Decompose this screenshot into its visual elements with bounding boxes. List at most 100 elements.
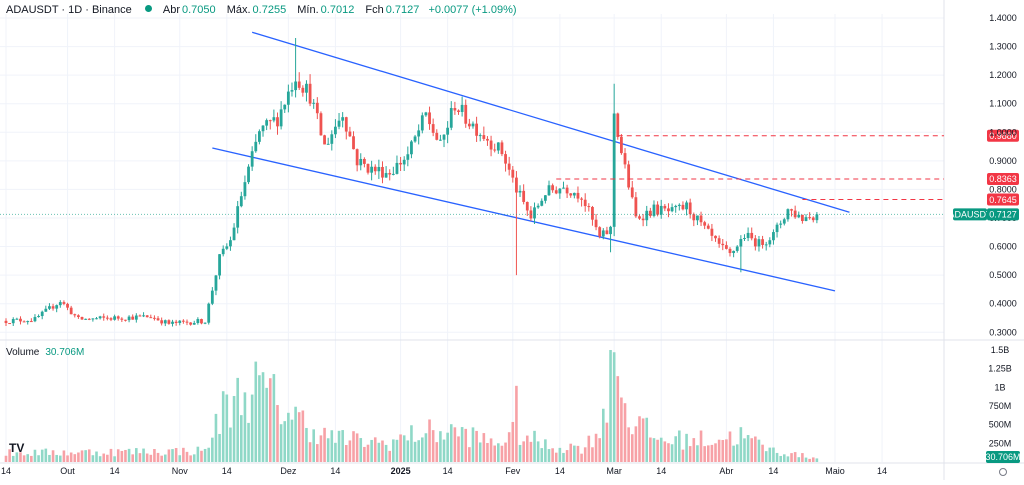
volume-bar [670,444,674,462]
candle-body [391,173,395,175]
price-tick-label: 1.3000 [989,42,1017,52]
volume-bar [475,430,478,462]
candle-body [551,185,555,191]
volume-bar [710,444,714,462]
candle-body [431,124,435,133]
volume-bar [352,431,355,462]
candle-body [696,215,699,221]
price-tick-label: 0.9000 [989,156,1017,166]
price-tick-label: 1.1000 [989,99,1017,109]
volume-bar [743,438,746,462]
volume-bar [659,437,663,462]
candle-body [587,206,591,208]
volume-bar [449,424,453,462]
candle-body [648,210,652,216]
candle-body [66,303,69,308]
candle-body [533,207,536,219]
candle-body [764,244,768,246]
candle-body [399,162,402,165]
candle-body [515,177,518,193]
volume-bar [442,439,446,462]
tradingview-logo[interactable]: TV [9,441,25,455]
volume-bar [131,454,134,462]
volume-bar [163,454,167,462]
candle-body [688,202,692,215]
volume-bar [460,427,464,462]
volume-bar [232,396,236,462]
volume-bar [22,455,26,462]
candle-body [384,173,388,178]
volume-bar [109,448,113,462]
volume-bar [525,435,529,462]
settings-icon[interactable] [999,468,1007,476]
volume-bar [283,421,287,462]
candle-body [84,318,88,320]
volume-bar [312,429,315,462]
candle-body [156,318,160,321]
candle-body [743,238,746,240]
candle-body [652,204,656,216]
candle-body [312,102,316,104]
candle-body [373,166,377,172]
candle-body [352,136,355,150]
volume-bar [421,437,424,462]
volume-bar [236,377,239,462]
candle-body [116,316,120,319]
channel-upper-trendline [251,31,850,213]
volume-tick-label: 1.5B [991,345,1010,355]
candle-layer [4,38,819,327]
volume-bar [511,421,515,462]
candle-body [37,316,40,318]
volume-bar [515,385,518,462]
candle-body [203,322,207,324]
candle-body [634,197,638,217]
volume-bar [779,455,782,462]
volume-bar [377,442,381,462]
volume-bar [211,437,214,462]
candle-body [627,164,631,188]
volume-bar [51,450,55,462]
candle-body [247,166,250,183]
candle-body [33,317,37,322]
candle-body [529,210,533,219]
candle-body [670,207,674,212]
volume-bar [565,450,569,462]
candle-body [489,140,493,150]
volume-bar [381,440,384,462]
volume-bar [464,428,468,462]
symbol-title[interactable]: ADAUSDT · 1D · Binance [6,4,132,16]
candle-body [761,239,764,245]
candle-body [583,199,587,207]
candle-body [457,110,460,112]
volume-bar [178,455,182,462]
symbol-tag-label: ADAUSDT [948,210,992,220]
volume-bar [620,397,623,462]
candle-body [200,319,203,324]
volume-bar [663,441,667,462]
candle-body [337,120,341,127]
candle-body [243,182,247,197]
candle-body [290,90,294,92]
volume-bar [623,403,627,462]
time-tick-label: Dez [280,466,297,476]
resistance-price-tag [987,129,1019,142]
candle-body [366,163,370,173]
candle-body [779,223,783,225]
volume-bar [276,405,279,462]
volume-bar [55,454,58,462]
candle-body [102,316,106,318]
volume-bar [431,430,435,462]
volume-bar [692,438,696,462]
candle-body [276,117,279,127]
price-tick-label: 0.6000 [989,242,1017,252]
candle-body [753,238,757,247]
volume-bar [471,427,475,462]
volume-bar [95,451,98,462]
volume-bar [37,455,40,462]
candle-body [11,319,15,324]
candle-body [482,135,486,139]
volume-bar [301,410,305,462]
time-tick-label: Out [60,466,75,476]
